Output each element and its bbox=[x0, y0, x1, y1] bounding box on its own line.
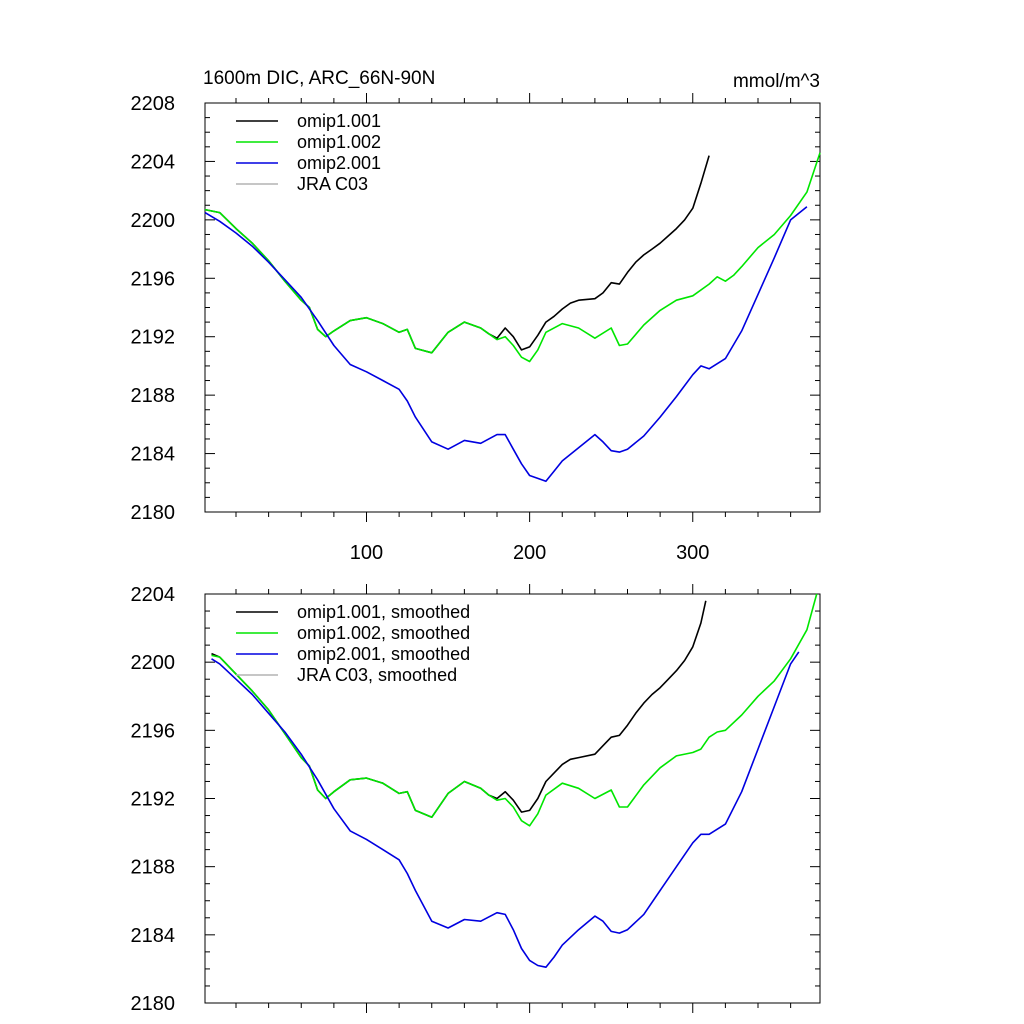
y-tick-label: 2208 bbox=[131, 93, 176, 115]
y-tick-label: 2184 bbox=[131, 444, 176, 466]
y-tick-label: 2204 bbox=[131, 584, 176, 606]
legend-label: omip1.002 bbox=[297, 132, 381, 152]
series-line bbox=[204, 155, 710, 354]
y-tick-label: 2192 bbox=[131, 789, 176, 811]
legend-label: omip1.001 bbox=[297, 111, 381, 131]
y-tick-label: 2204 bbox=[131, 151, 176, 173]
series-line bbox=[204, 206, 808, 483]
x-tick-label: 300 bbox=[676, 542, 709, 564]
x-tick-label: 100 bbox=[350, 542, 383, 564]
x-tick-label: 200 bbox=[513, 542, 546, 564]
legend-label: omip1.002, smoothed bbox=[297, 623, 470, 643]
y-tick-label: 2192 bbox=[131, 327, 176, 349]
chart-title: 1600m DIC, ARC_66N-90N bbox=[203, 68, 435, 89]
legend-label: omip2.001, smoothed bbox=[297, 644, 470, 664]
y-tick-label: 2184 bbox=[131, 925, 176, 947]
y-tick-label: 2188 bbox=[131, 385, 176, 407]
series-line bbox=[211, 593, 818, 827]
series-line bbox=[211, 651, 800, 969]
y-tick-label: 2196 bbox=[131, 268, 176, 290]
chart-units: mmol/m^3 bbox=[733, 71, 820, 92]
y-tick-label: 2200 bbox=[131, 652, 176, 674]
y-tick-label: 2200 bbox=[131, 210, 176, 232]
bottom-panel: 2180 2184 2188 2192 2196 2200 2204 omip1.001, s… bbox=[131, 584, 821, 1015]
y-tick-label: 2196 bbox=[131, 720, 176, 742]
top-panel: 2180 2184 2188 2192 2196 2200 2204 2208 100 200 30… bbox=[131, 93, 821, 564]
y-tick-label: 2180 bbox=[131, 993, 176, 1015]
legend-label: omip1.001, smoothed bbox=[297, 602, 470, 622]
series-line bbox=[204, 152, 821, 363]
legend-label: JRA C03, smoothed bbox=[297, 665, 457, 685]
legend-label: omip2.001 bbox=[297, 153, 381, 173]
y-tick-label: 2180 bbox=[131, 502, 176, 524]
legend-label: JRA C03 bbox=[297, 174, 368, 194]
y-tick-label: 2188 bbox=[131, 857, 176, 879]
